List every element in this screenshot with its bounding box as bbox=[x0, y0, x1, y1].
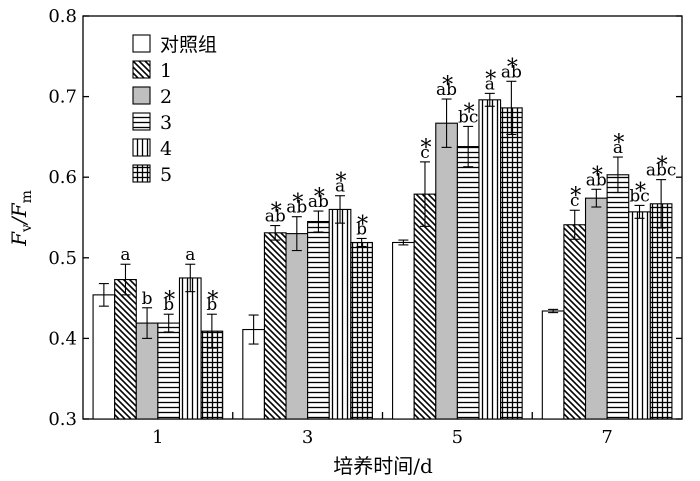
significance-letter: bc bbox=[458, 107, 478, 127]
y-axis-label: Fv/Fm bbox=[7, 190, 35, 247]
x-tick-label: 3 bbox=[302, 427, 313, 448]
significance-star: * bbox=[442, 73, 453, 98]
significance-letter: c bbox=[570, 191, 580, 211]
y-tick-label: 0.3 bbox=[48, 409, 77, 430]
significance-star: * bbox=[336, 170, 347, 195]
y-tick-label: 0.7 bbox=[48, 87, 77, 108]
significance-star: * bbox=[485, 67, 496, 92]
significance-star: * bbox=[507, 55, 518, 80]
bar bbox=[541, 310, 565, 420]
legend-entry-label: 1 bbox=[160, 60, 172, 82]
y-axis-label-sub2: m bbox=[19, 190, 35, 203]
significance-letter: ab bbox=[286, 198, 307, 218]
bar bbox=[307, 220, 330, 420]
bar bbox=[392, 241, 415, 420]
significance-star: * bbox=[613, 131, 624, 156]
bar bbox=[285, 233, 309, 420]
x-tick-label: 1 bbox=[152, 427, 163, 448]
significance-letter: ab bbox=[586, 170, 607, 190]
significance-letter: b bbox=[206, 295, 217, 315]
significance-letter: ab bbox=[436, 80, 457, 100]
bar bbox=[413, 193, 437, 420]
significance-star: * bbox=[292, 191, 303, 216]
bar bbox=[178, 277, 202, 420]
legend-entry-label: 2 bbox=[160, 86, 172, 108]
y-tick-label: 0.6 bbox=[48, 167, 77, 188]
legend-swatch bbox=[132, 60, 151, 79]
y-tick-label: 0.5 bbox=[48, 248, 77, 269]
x-axis: 1 3 5 7 bbox=[152, 412, 613, 448]
significance-letter: b bbox=[163, 295, 174, 315]
legend-swatch bbox=[132, 112, 151, 131]
bar bbox=[92, 294, 116, 420]
significance-star: * bbox=[592, 163, 603, 188]
significance-letter: ab bbox=[265, 207, 286, 227]
x-axis-label: 培养时间/d bbox=[333, 454, 433, 478]
bar bbox=[263, 232, 287, 420]
bar bbox=[606, 174, 630, 420]
significance-letter: ab bbox=[501, 62, 522, 82]
legend-entry-label: 4 bbox=[160, 138, 172, 160]
legend-swatch bbox=[132, 86, 151, 105]
y-tick-label: 0.4 bbox=[48, 328, 77, 349]
significance-star: * bbox=[314, 185, 325, 210]
bar bbox=[350, 241, 373, 420]
legend-swatch bbox=[132, 138, 151, 157]
bar bbox=[328, 208, 352, 420]
bar bbox=[584, 197, 608, 420]
y-axis-label-sub1: v bbox=[19, 224, 35, 233]
bar bbox=[478, 99, 502, 420]
significance-letter: a bbox=[120, 245, 130, 265]
significance-star: * bbox=[420, 136, 431, 161]
significance-letter: a bbox=[185, 245, 195, 265]
y-axis-label-main: F bbox=[7, 231, 31, 247]
bar bbox=[649, 203, 673, 420]
bar bbox=[563, 224, 587, 420]
significance-letter: b bbox=[356, 219, 367, 239]
legend: 对照组 1 2 3 4 5 bbox=[132, 34, 217, 186]
legend-swatch bbox=[132, 164, 151, 183]
significance-letter: bc bbox=[629, 186, 649, 206]
legend-swatch bbox=[132, 34, 151, 53]
x-tick-label: 5 bbox=[452, 427, 463, 448]
significance-letter: a bbox=[335, 177, 345, 197]
significance-star: * bbox=[357, 212, 368, 237]
significance-letter: a bbox=[485, 74, 495, 94]
significance-star: * bbox=[635, 179, 646, 204]
y-axis: 0.3 0.4 0.5 0.6 0.7 0.8 bbox=[48, 6, 682, 430]
bar bbox=[157, 322, 181, 420]
significance-star: * bbox=[207, 288, 218, 313]
bar bbox=[500, 107, 523, 420]
significance-letter: a bbox=[613, 138, 623, 158]
significance-letter: b bbox=[142, 289, 153, 309]
significance-star: * bbox=[657, 154, 668, 179]
legend-entry-label: 3 bbox=[160, 112, 172, 134]
legend-entry-label: 5 bbox=[160, 164, 172, 186]
legend-entry-label: 对照组 bbox=[160, 34, 217, 56]
x-tick-label: 7 bbox=[601, 427, 612, 448]
y-axis-label-sep: /F bbox=[7, 202, 31, 226]
significance-letter: abc bbox=[646, 161, 677, 181]
bar bbox=[628, 211, 651, 420]
significance-star: * bbox=[271, 200, 282, 225]
bar bbox=[456, 146, 480, 420]
y-tick-label: 0.8 bbox=[48, 6, 77, 27]
significance-star: * bbox=[164, 288, 175, 313]
significance-letter: c bbox=[420, 143, 430, 163]
bar bbox=[114, 279, 137, 420]
significance-star: * bbox=[570, 184, 581, 209]
bar-groups: ab b*ab*ab* ab* ab* a*b*c*ab*bc*a* ab*c*ab*a*… bbox=[92, 55, 677, 420]
bar bbox=[435, 122, 458, 420]
significance-star: * bbox=[464, 100, 475, 125]
significance-letter: ab bbox=[308, 192, 329, 212]
